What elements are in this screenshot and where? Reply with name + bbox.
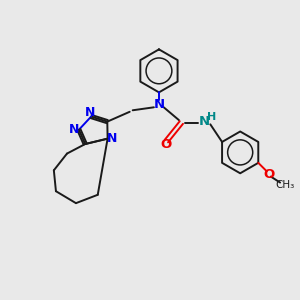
Text: N: N — [85, 106, 95, 119]
Text: O: O — [263, 168, 275, 181]
Text: N: N — [199, 115, 210, 128]
Text: O: O — [161, 138, 172, 151]
Text: N: N — [69, 123, 79, 136]
Text: H: H — [207, 112, 216, 122]
Text: N: N — [153, 98, 164, 111]
Text: CH₃: CH₃ — [275, 180, 295, 190]
Text: N: N — [107, 133, 117, 146]
